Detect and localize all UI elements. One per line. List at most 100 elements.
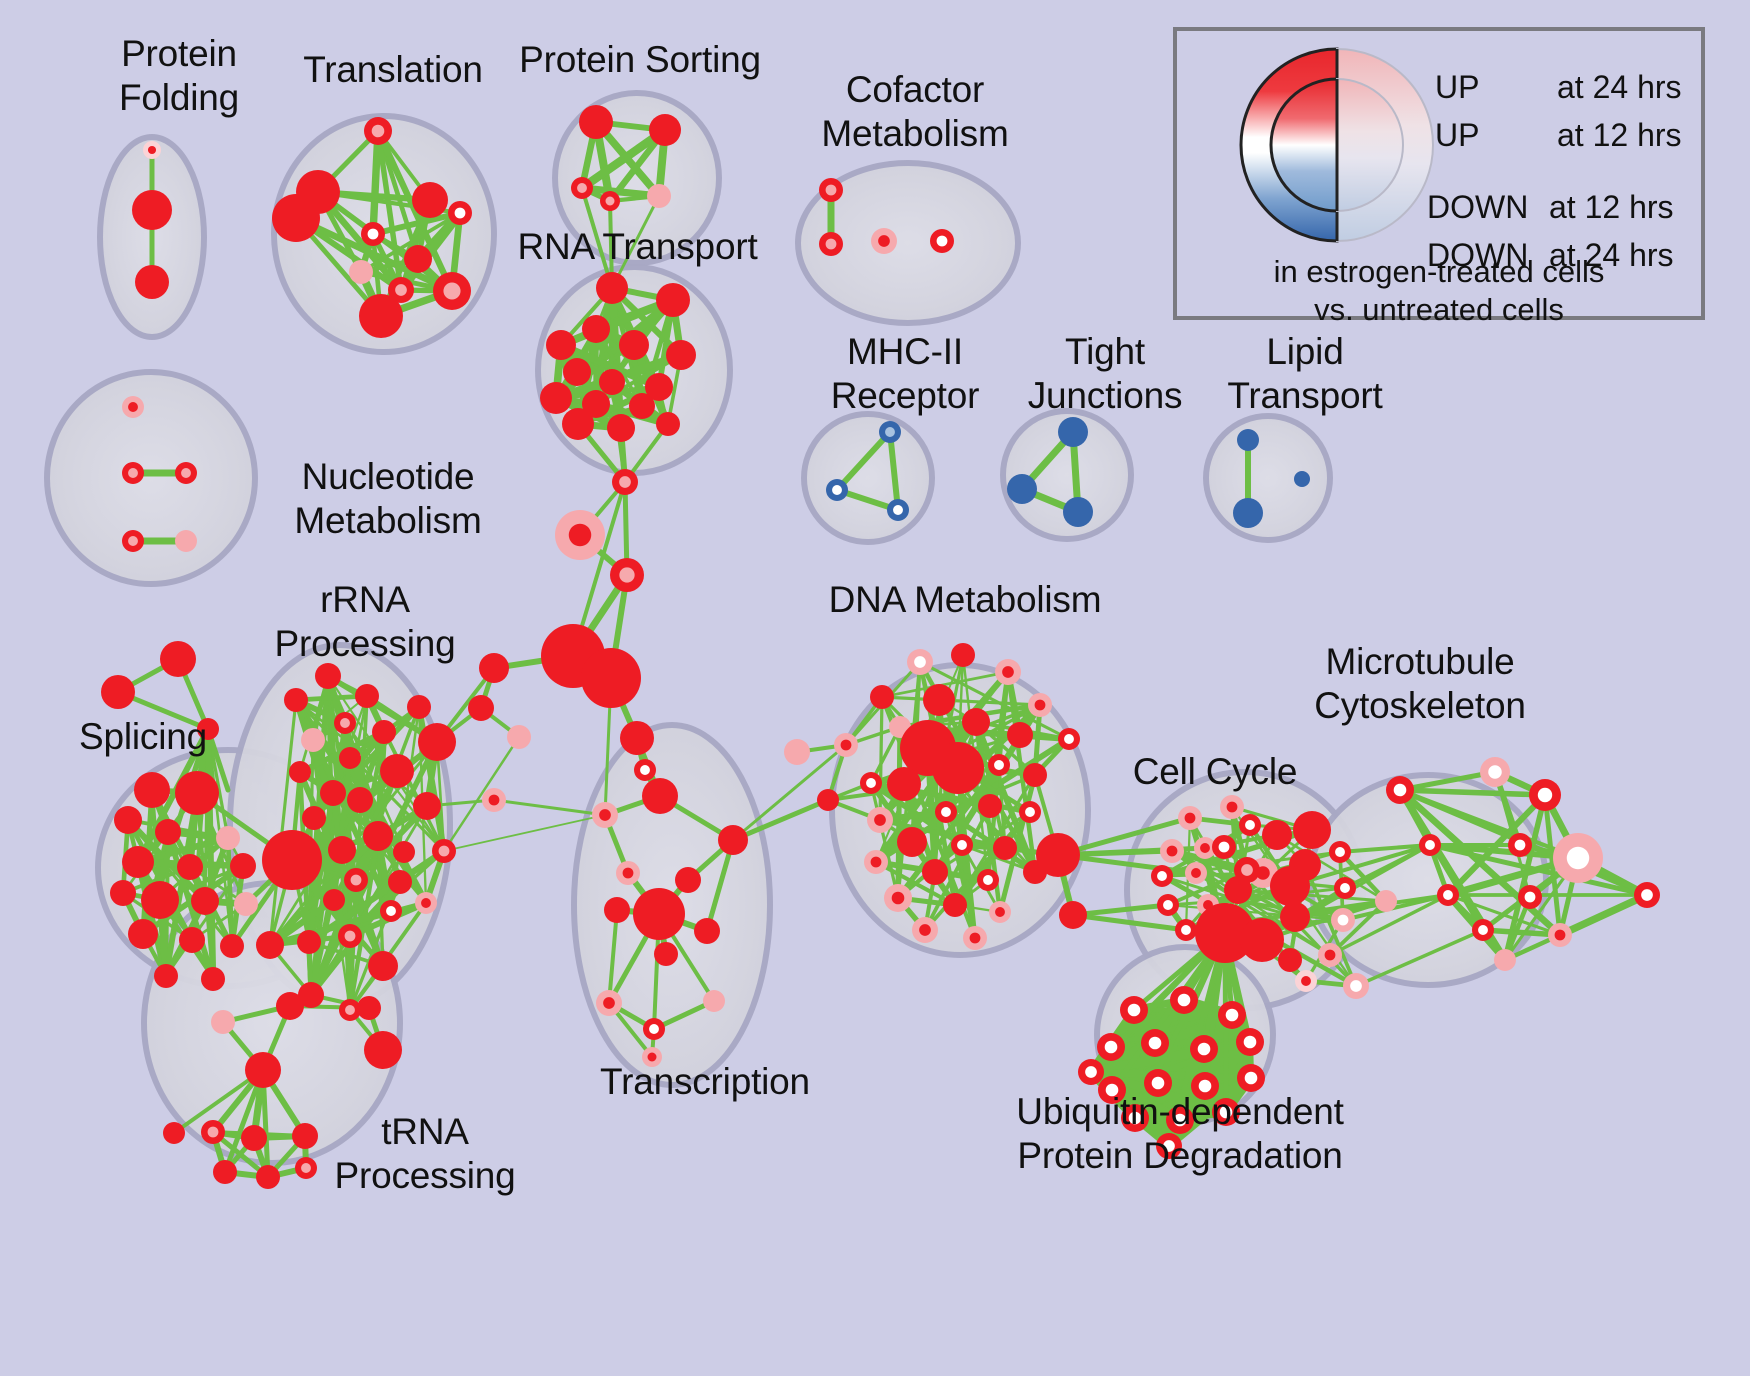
network-node bbox=[339, 999, 361, 1021]
network-node bbox=[1144, 1069, 1172, 1097]
network-node bbox=[963, 926, 987, 950]
network-edge bbox=[165, 829, 216, 982]
network-node bbox=[620, 721, 654, 755]
network-node bbox=[418, 723, 456, 761]
cluster-ellipse-cofactor-metabolism bbox=[795, 160, 1021, 326]
network-edge bbox=[369, 127, 382, 238]
network-node bbox=[320, 780, 346, 806]
network-node bbox=[297, 930, 321, 954]
network-node bbox=[1240, 918, 1284, 962]
legend-panel: UP at 24 hrs UP at 12 hrs DOWN at 12 hrs DOWN a… bbox=[1173, 27, 1705, 327]
network-edge bbox=[873, 859, 958, 908]
network-edge bbox=[577, 125, 670, 193]
network-edge bbox=[923, 804, 992, 932]
network-node bbox=[175, 530, 197, 552]
network-node bbox=[571, 177, 593, 199]
network-node bbox=[1059, 901, 1087, 929]
network-node bbox=[546, 330, 576, 360]
network-node bbox=[1343, 973, 1369, 999]
network-node bbox=[1194, 837, 1216, 859]
network-node bbox=[616, 861, 640, 885]
network-node bbox=[359, 294, 403, 338]
network-node bbox=[191, 887, 219, 915]
network-node bbox=[154, 964, 178, 988]
network-node bbox=[1331, 908, 1355, 932]
network-edge bbox=[610, 194, 661, 290]
network-node bbox=[596, 272, 628, 304]
network-edge bbox=[1070, 912, 1189, 933]
network-node bbox=[993, 836, 1017, 860]
network-edge bbox=[352, 802, 431, 884]
legend-state-0: UP bbox=[1435, 69, 1480, 105]
network-edge bbox=[997, 772, 1038, 915]
network-node bbox=[647, 184, 671, 208]
network-edge bbox=[1338, 843, 1432, 854]
network-node bbox=[871, 228, 897, 254]
network-edge bbox=[1070, 902, 1171, 918]
network-node bbox=[629, 393, 655, 419]
network-node bbox=[1175, 919, 1197, 941]
network-edge bbox=[1481, 928, 1562, 937]
network-edge bbox=[358, 798, 428, 905]
network-edge bbox=[557, 341, 663, 391]
network-edge bbox=[997, 763, 1007, 850]
network-node bbox=[932, 742, 984, 794]
network-edge bbox=[731, 743, 848, 842]
network-node bbox=[607, 414, 635, 442]
network-node bbox=[654, 942, 678, 966]
network-node bbox=[1262, 820, 1292, 850]
network-node bbox=[132, 190, 172, 230]
network-node bbox=[364, 117, 392, 145]
network-node bbox=[1166, 1106, 1194, 1134]
network-node bbox=[879, 421, 901, 443]
network-node bbox=[122, 396, 144, 418]
network-node bbox=[600, 191, 620, 211]
network-node bbox=[599, 369, 625, 395]
network-node bbox=[1233, 498, 1263, 528]
network-node bbox=[649, 114, 681, 146]
network-node bbox=[412, 182, 448, 218]
network-node bbox=[1278, 948, 1302, 972]
network-node bbox=[328, 836, 356, 864]
network-edge bbox=[880, 695, 1042, 707]
network-node bbox=[897, 827, 927, 857]
network-edge bbox=[1160, 874, 1240, 902]
network-node bbox=[216, 826, 240, 850]
network-node bbox=[230, 853, 256, 879]
network-node bbox=[175, 771, 219, 815]
network-node bbox=[1237, 1064, 1265, 1092]
cluster-ellipse-tight-junctions bbox=[1000, 408, 1134, 542]
network-edge bbox=[895, 762, 1002, 901]
network-node bbox=[234, 892, 258, 916]
network-node bbox=[349, 260, 373, 284]
network-node bbox=[1236, 1028, 1264, 1056]
cluster-ellipse-nucleotide-metabolism bbox=[44, 369, 258, 587]
legend-time-1: at 12 hrs bbox=[1557, 117, 1682, 153]
network-node bbox=[645, 373, 673, 401]
network-edge bbox=[1166, 903, 1345, 922]
network-edge bbox=[1397, 769, 1498, 793]
network-node bbox=[179, 927, 205, 953]
network-node bbox=[1098, 1076, 1126, 1104]
network-node bbox=[363, 821, 393, 851]
network-node bbox=[1019, 801, 1041, 823]
legend-footer: in estrogen-treated cells vs. untreated … bbox=[1273, 254, 1605, 327]
network-edge bbox=[887, 429, 901, 513]
network-node bbox=[912, 917, 938, 943]
network-node bbox=[160, 641, 196, 677]
network-node bbox=[292, 1123, 318, 1149]
network-node bbox=[220, 934, 244, 958]
network-edge bbox=[443, 814, 606, 852]
network-edge bbox=[943, 809, 1038, 875]
network-edge bbox=[704, 837, 736, 934]
network-node bbox=[819, 232, 843, 256]
network-edge bbox=[1166, 868, 1249, 907]
legend-state-1: UP bbox=[1435, 117, 1480, 153]
network-edge bbox=[1055, 815, 1193, 858]
network-edge bbox=[204, 725, 217, 983]
network-node bbox=[1508, 833, 1532, 857]
network-node bbox=[1634, 882, 1660, 908]
network-node bbox=[338, 924, 362, 948]
network-node bbox=[415, 892, 437, 914]
